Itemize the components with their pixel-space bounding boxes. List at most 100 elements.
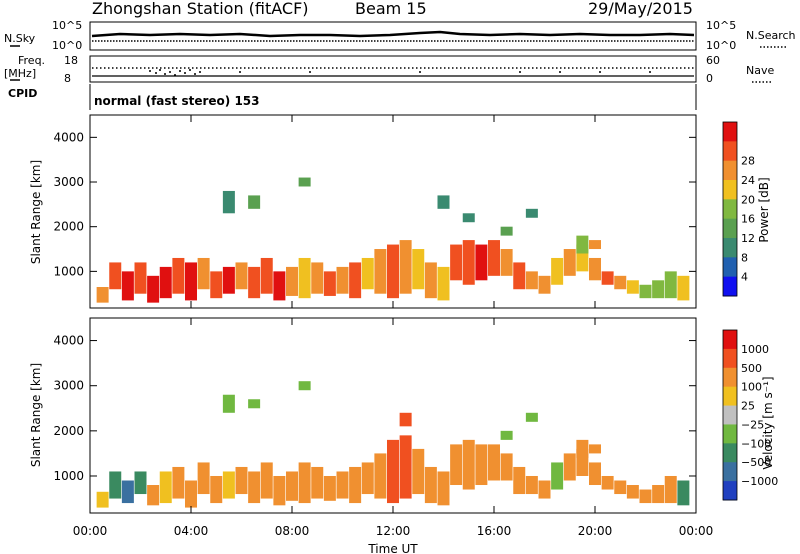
velocity-cell xyxy=(551,462,564,490)
freq-unit: [MHz] xyxy=(4,67,36,80)
power-cell xyxy=(222,190,235,214)
xtick-label: 00:00 xyxy=(679,524,714,538)
velocity-cell xyxy=(273,475,286,506)
velocity-cell xyxy=(589,444,601,454)
nsky-frame xyxy=(89,21,697,51)
power-cell xyxy=(109,262,122,290)
velocity-cell xyxy=(361,462,374,495)
power-cell xyxy=(513,262,526,290)
velocity-colorbar-segment xyxy=(723,330,737,350)
velocity-cell xyxy=(488,444,500,481)
power-cell xyxy=(563,249,576,276)
velocity-cell xyxy=(525,412,538,422)
power-colorbar-tick: 28 xyxy=(741,155,755,168)
nave-tick-bottom: 0 xyxy=(706,72,713,85)
velocity-cell xyxy=(652,485,665,504)
velocity-colorbar-label: Velocity [m s⁻¹] xyxy=(761,376,775,469)
power-colorbar-tick: 12 xyxy=(741,232,755,245)
power-cell xyxy=(134,262,147,294)
station-title: Zhongshan Station (fitACF) xyxy=(92,0,309,18)
power-cell xyxy=(222,266,235,294)
power-cell xyxy=(210,271,223,299)
velocity-cell xyxy=(374,453,387,499)
power-cell xyxy=(677,275,690,301)
power-cell xyxy=(336,266,349,294)
power-cell xyxy=(185,262,197,301)
time-xlabel: Time UT xyxy=(367,542,418,554)
freq-panel: Freq. [MHz] 18 8 60 0 Nave xyxy=(4,54,774,85)
power-cell xyxy=(96,287,109,303)
velocity-ytick-label: 2000 xyxy=(53,424,84,438)
velocity-colorbar-tick: −25 xyxy=(741,418,764,431)
velocity-ylabel: Slant Range [km] xyxy=(29,363,43,467)
velocity-cell xyxy=(298,381,311,391)
xtick-label: 12:00 xyxy=(376,524,411,538)
velocity-colorbar-segment xyxy=(723,424,737,444)
power-colorbar-tick: 20 xyxy=(741,193,755,206)
nsky-panel: N.Sky 10^5 10^0 10^5 10^0 N.Search xyxy=(4,19,796,52)
velocity-cell xyxy=(336,471,349,499)
freq-scatter xyxy=(149,69,651,76)
power-cell xyxy=(500,226,513,236)
power-cell xyxy=(387,244,399,299)
velocity-cell xyxy=(563,453,576,481)
power-cell xyxy=(298,177,311,187)
velocity-colorbar-tick: 100 xyxy=(741,381,762,394)
power-cell xyxy=(664,271,677,299)
cpid-row: CPID normal (fast stereo) 153 xyxy=(8,84,697,110)
velocity-cell xyxy=(538,480,551,499)
power-cells xyxy=(96,177,690,303)
power-cell xyxy=(576,235,589,254)
velocity-cell xyxy=(235,466,248,495)
xtick-label: 04:00 xyxy=(174,524,209,538)
power-colorbar-segment xyxy=(723,141,737,162)
power-colorbar-label: Power [dB] xyxy=(757,177,771,242)
velocity-colorbar-tick: −500 xyxy=(741,456,771,469)
velocity-cell xyxy=(399,435,412,499)
velocity-cell xyxy=(412,448,425,495)
xtick-label: 16:00 xyxy=(477,524,512,538)
power-colorbar-segment xyxy=(723,199,737,220)
power-cell xyxy=(450,244,463,281)
power-cell xyxy=(626,280,639,294)
velocity-cell xyxy=(500,430,513,440)
velocity-cell xyxy=(475,444,488,486)
power-cell xyxy=(614,275,627,290)
velocity-cell xyxy=(323,475,336,501)
power-cell xyxy=(462,213,475,223)
velocity-colorbar-segment xyxy=(723,386,737,407)
power-cell xyxy=(475,244,488,281)
power-colorbar-tick: 24 xyxy=(741,174,755,187)
velocity-cell xyxy=(601,475,614,490)
nsearch-label: N.Search xyxy=(746,29,796,42)
power-colorbar: 4 8 12 16 20 24 28 xyxy=(722,121,755,297)
velocity-colorbar-segment xyxy=(723,405,737,425)
velocity-cell xyxy=(626,485,639,499)
velocity-cell xyxy=(185,480,197,508)
velocity-colorbar-segment xyxy=(723,348,737,369)
velocity-ytick-label: 4000 xyxy=(53,334,84,348)
power-cell xyxy=(538,275,551,294)
velocity-cell xyxy=(387,439,399,504)
xtick-label: 00:00 xyxy=(73,524,108,538)
power-cell xyxy=(121,271,134,301)
velocity-cell xyxy=(260,462,273,499)
power-cell xyxy=(437,266,450,301)
velocity-cell xyxy=(222,394,235,413)
velocity-cell xyxy=(589,462,601,486)
velocity-cell xyxy=(399,412,412,427)
power-cell xyxy=(500,249,513,276)
power-ytick-label: 3000 xyxy=(53,175,84,189)
velocity-cell xyxy=(349,466,362,504)
power-cell xyxy=(525,208,538,218)
velocity-panel: 1000 2000 3000 4000 00:00 04:00 08:00 12:00 16:… xyxy=(29,115,778,554)
cpid-text: normal (fast stereo) 153 xyxy=(94,94,260,108)
power-ytick-label: 4000 xyxy=(53,130,84,144)
power-ytick-label: 1000 xyxy=(53,264,84,278)
power-cell xyxy=(551,257,564,285)
velocity-cell xyxy=(462,439,475,490)
velocity-xticks: 00:00 04:00 08:00 12:00 16:00 20:00 00:00 xyxy=(73,115,714,538)
nave-tick-top: 60 xyxy=(706,54,720,67)
velocity-cell xyxy=(424,466,437,504)
